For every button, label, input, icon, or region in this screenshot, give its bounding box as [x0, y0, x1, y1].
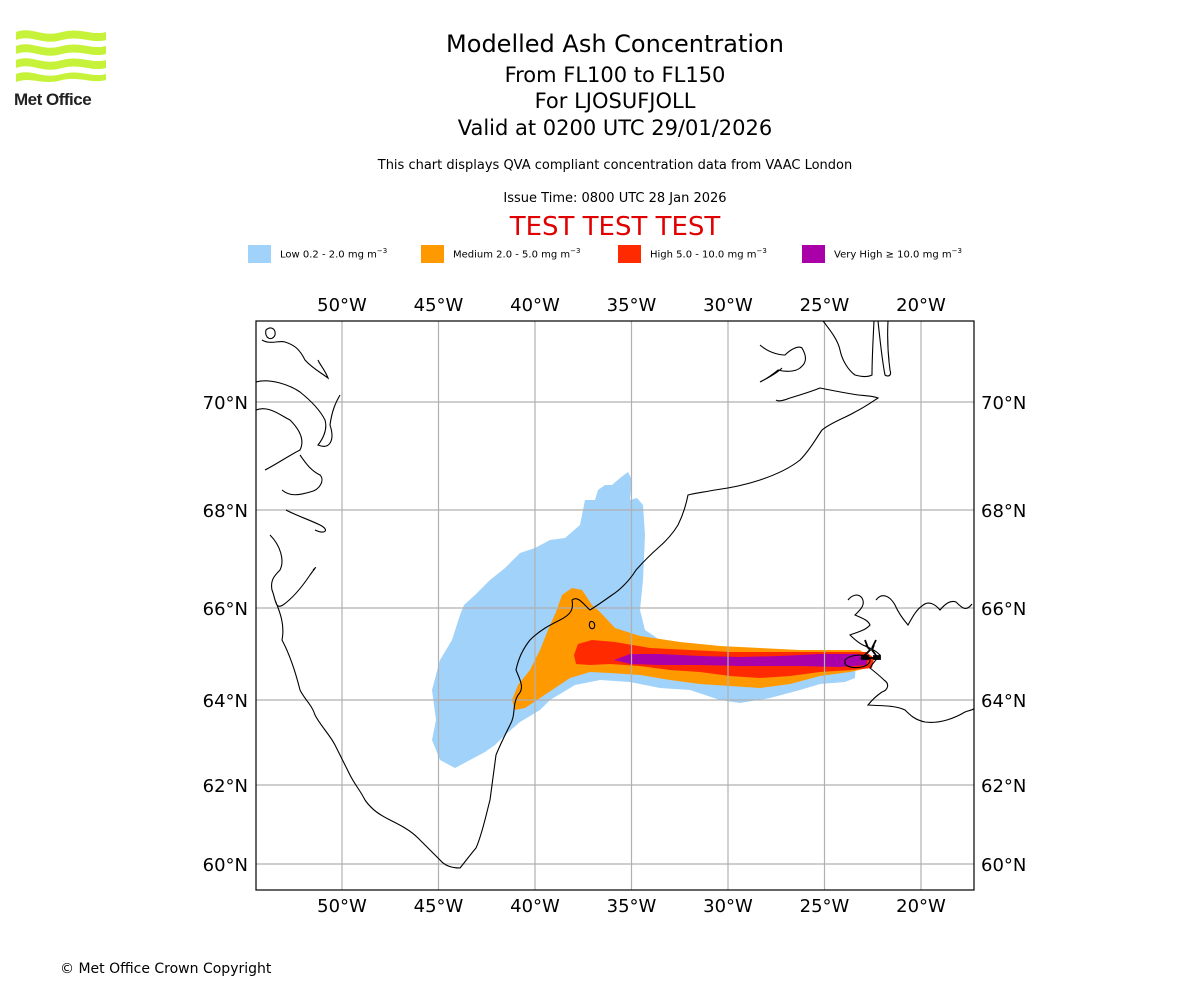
ash-zone-medium [512, 588, 870, 710]
lon-tick-label-top: 40°W [510, 295, 560, 316]
legend-swatch-low [248, 244, 271, 263]
legend-label-low: Low 0.2 - 2.0 mg m−3 [280, 246, 388, 261]
lat-tick-label-left: 70°N [203, 393, 248, 414]
legend-label-high: High 5.0 - 10.0 mg m−3 [650, 246, 767, 261]
lat-tick-label-left: 62°N [203, 776, 248, 797]
lon-tick-label-bottom: 30°W [703, 896, 753, 917]
lat-tick-label-left: 64°N [203, 691, 248, 712]
lon-tick-label-top: 35°W [607, 295, 657, 316]
legend-item-high: High 5.0 - 10.0 mg m−3 [618, 244, 767, 263]
lat-tick-label-left: 66°N [203, 599, 248, 620]
coastline-iceland [844, 594, 974, 723]
legend-swatch-high [618, 244, 641, 263]
lat-tick-label-right: 64°N [981, 691, 1026, 712]
gridlines [256, 321, 974, 890]
axis-tick-labels: 50°W 50°W 45°W 45°W 40°W 40°W 35°W 35°W 30°W 30°W… [203, 295, 1027, 917]
lon-tick-label-bottom: 25°W [800, 896, 850, 917]
legend-swatch-very-high [802, 244, 825, 263]
volcano-name: For LJOSUFJOLL [534, 89, 696, 113]
chart-subtitle: This chart displays QVA compliant concen… [377, 158, 853, 173]
lon-tick-label-top: 25°W [800, 295, 850, 316]
coastline-northeast-greenland [759, 321, 892, 383]
volcano-icon [859, 639, 881, 660]
test-banner: TEST TEST TEST [509, 212, 721, 242]
lat-tick-label-right: 60°N [981, 855, 1026, 876]
ash-zone-low [432, 472, 856, 768]
lon-tick-label-top: 20°W [896, 295, 946, 316]
wave-logo-icon [16, 30, 106, 82]
lon-tick-label-top: 50°W [317, 295, 367, 316]
lat-tick-label-right: 62°N [981, 776, 1026, 797]
lat-tick-label-right: 68°N [981, 501, 1026, 522]
legend-item-medium: Medium 2.0 - 5.0 mg m−3 [421, 244, 580, 263]
lon-tick-label-bottom: 50°W [317, 896, 367, 917]
legend-label-medium: Medium 2.0 - 5.0 mg m−3 [453, 246, 581, 261]
issue-time: Issue Time: 0800 UTC 28 Jan 2026 [503, 191, 727, 206]
chart-title: Modelled Ash Concentration [446, 30, 784, 58]
valid-time: Valid at 0200 UTC 29/01/2026 [457, 116, 773, 140]
lon-tick-label-top: 30°W [703, 295, 753, 316]
legend-swatch-medium [421, 244, 444, 263]
lon-tick-label-top: 45°W [414, 295, 464, 316]
coastline-greenland-lake [265, 327, 596, 630]
lat-tick-label-right: 66°N [981, 599, 1026, 620]
lat-tick-label-left: 60°N [203, 855, 248, 876]
lat-tick-label-right: 70°N [981, 393, 1026, 414]
lon-tick-label-bottom: 45°W [414, 896, 464, 917]
map-frame [255, 320, 975, 891]
coastlines [256, 321, 974, 869]
coastline-west-greenland [256, 339, 880, 869]
logo-text: Met Office [14, 90, 92, 109]
legend-item-low: Low 0.2 - 2.0 mg m−3 [248, 244, 387, 263]
legend-item-very-high: Very High ≥ 10.0 mg m−3 [802, 244, 962, 263]
copyright-notice: © Met Office Crown Copyright [60, 961, 272, 977]
ash-zone-very-high [614, 654, 868, 667]
lon-tick-label-bottom: 35°W [607, 896, 657, 917]
legend-label-very-high: Very High ≥ 10.0 mg m−3 [834, 246, 962, 261]
lon-tick-label-bottom: 40°W [510, 896, 560, 917]
flight-level-range: From FL100 to FL150 [504, 63, 726, 87]
met-office-logo: Met Office [12, 28, 112, 114]
lon-tick-label-bottom: 20°W [896, 896, 946, 917]
lat-tick-label-left: 68°N [203, 501, 248, 522]
